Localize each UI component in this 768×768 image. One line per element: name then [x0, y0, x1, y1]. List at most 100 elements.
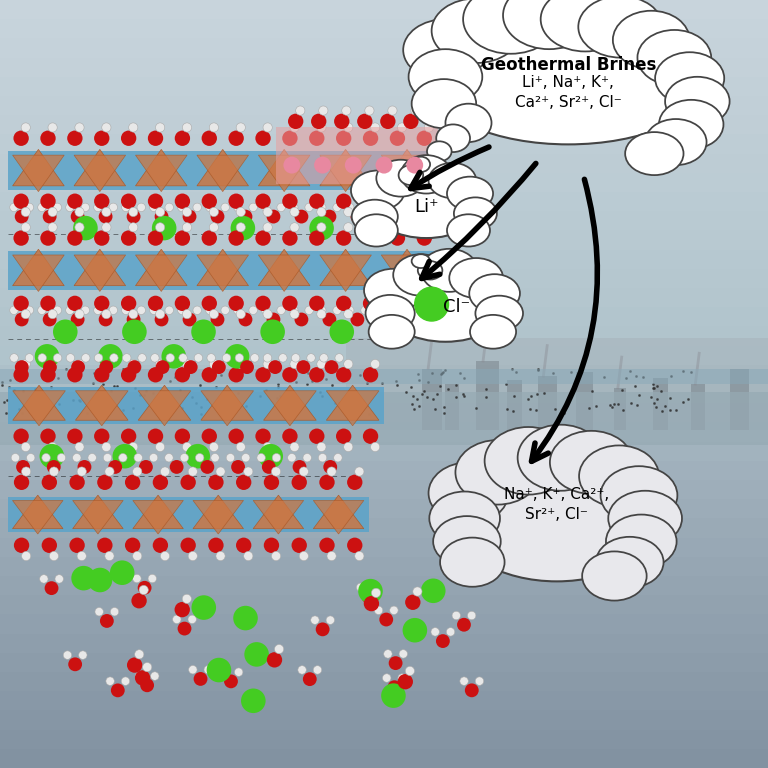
- Circle shape: [63, 650, 71, 659]
- Bar: [0, 0, 768, 19]
- Circle shape: [424, 223, 433, 232]
- Circle shape: [296, 106, 305, 115]
- Circle shape: [216, 551, 225, 561]
- Circle shape: [336, 296, 351, 311]
- Circle shape: [148, 574, 157, 583]
- Circle shape: [74, 223, 84, 232]
- Ellipse shape: [409, 49, 482, 104]
- Ellipse shape: [463, 0, 558, 54]
- Point: [306, 375, 318, 387]
- Circle shape: [53, 306, 61, 315]
- Point: [32, 391, 45, 403]
- Point: [435, 368, 447, 380]
- Point: [507, 405, 519, 417]
- Ellipse shape: [393, 254, 449, 296]
- Ellipse shape: [432, 0, 521, 63]
- Circle shape: [121, 203, 130, 212]
- Circle shape: [49, 551, 58, 561]
- Circle shape: [389, 606, 398, 614]
- Point: [140, 385, 152, 397]
- Point: [287, 366, 300, 379]
- Bar: [0, 19, 768, 38]
- Circle shape: [309, 367, 324, 382]
- Circle shape: [53, 203, 61, 212]
- Circle shape: [147, 194, 163, 209]
- Bar: [0, 499, 768, 518]
- Circle shape: [193, 306, 201, 315]
- Point: [13, 403, 25, 415]
- Circle shape: [293, 460, 306, 474]
- Circle shape: [13, 296, 28, 311]
- Point: [274, 389, 286, 402]
- Polygon shape: [135, 149, 187, 186]
- Circle shape: [210, 453, 220, 462]
- Point: [1, 394, 13, 406]
- Point: [525, 390, 537, 402]
- Point: [439, 401, 451, 413]
- Point: [458, 372, 470, 385]
- Point: [418, 385, 430, 397]
- Circle shape: [460, 677, 468, 685]
- Point: [326, 379, 338, 391]
- Circle shape: [138, 353, 146, 362]
- Point: [15, 407, 28, 419]
- Circle shape: [344, 442, 353, 452]
- Circle shape: [182, 594, 191, 604]
- Point: [0, 396, 10, 409]
- Bar: [0, 307, 768, 326]
- Circle shape: [121, 677, 130, 685]
- Point: [548, 366, 560, 379]
- Circle shape: [13, 367, 28, 382]
- Bar: [0, 461, 768, 480]
- Point: [313, 373, 325, 386]
- Bar: [276, 127, 438, 184]
- Ellipse shape: [613, 11, 690, 69]
- Point: [629, 380, 641, 392]
- Point: [412, 400, 425, 412]
- Circle shape: [223, 353, 230, 362]
- Ellipse shape: [625, 132, 684, 175]
- Circle shape: [333, 203, 341, 212]
- Circle shape: [42, 453, 51, 462]
- Bar: [0, 211, 768, 230]
- Circle shape: [180, 538, 196, 553]
- Circle shape: [68, 657, 82, 671]
- Point: [422, 391, 434, 403]
- Polygon shape: [263, 386, 316, 420]
- Circle shape: [16, 460, 30, 474]
- Circle shape: [416, 131, 432, 146]
- Point: [656, 406, 668, 418]
- Circle shape: [128, 123, 138, 132]
- Circle shape: [150, 453, 158, 462]
- Point: [319, 372, 332, 385]
- Circle shape: [121, 230, 137, 246]
- Bar: [0, 192, 768, 211]
- Point: [108, 380, 120, 392]
- Circle shape: [147, 367, 163, 382]
- Circle shape: [363, 367, 379, 382]
- Bar: [0, 77, 768, 96]
- Circle shape: [40, 367, 55, 382]
- Circle shape: [127, 360, 141, 374]
- Point: [655, 386, 667, 398]
- Circle shape: [131, 593, 147, 608]
- Circle shape: [15, 360, 28, 374]
- Circle shape: [109, 306, 118, 315]
- Point: [407, 389, 419, 402]
- Circle shape: [239, 313, 253, 326]
- Circle shape: [208, 538, 223, 553]
- Polygon shape: [133, 501, 184, 534]
- Circle shape: [266, 210, 280, 223]
- Point: [128, 382, 141, 394]
- Circle shape: [22, 467, 31, 476]
- Point: [531, 363, 544, 376]
- Circle shape: [290, 442, 300, 452]
- Circle shape: [336, 230, 351, 246]
- Polygon shape: [258, 149, 310, 186]
- Circle shape: [121, 367, 137, 382]
- Circle shape: [128, 359, 138, 369]
- Point: [18, 400, 31, 412]
- Circle shape: [452, 611, 461, 620]
- Circle shape: [161, 551, 170, 561]
- Point: [194, 379, 207, 391]
